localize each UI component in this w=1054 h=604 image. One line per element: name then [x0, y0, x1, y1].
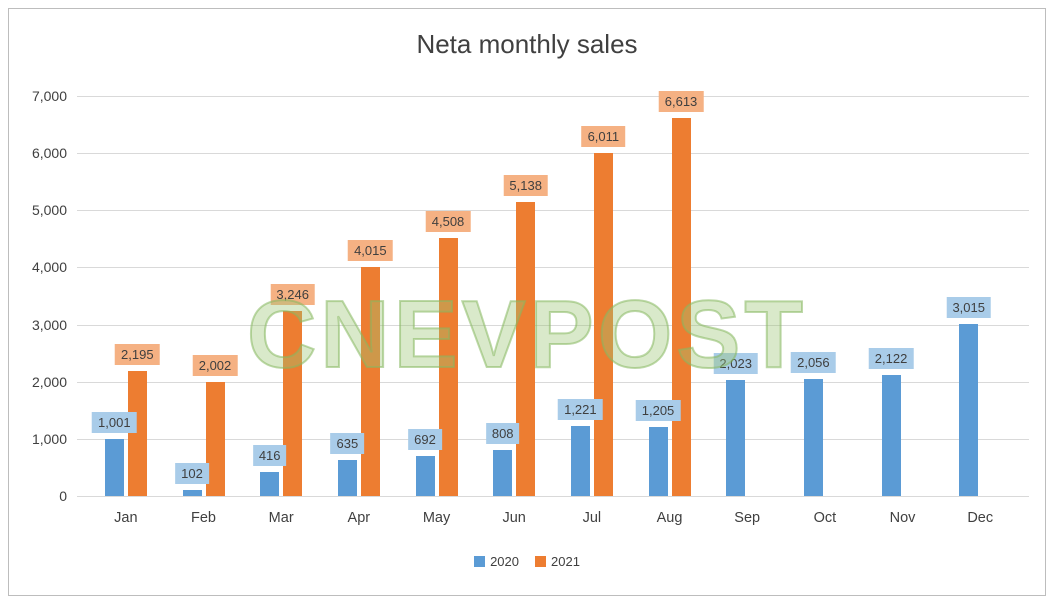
data-label-2020-feb: 102 — [175, 463, 209, 485]
data-label-2021-apr: 4,015 — [348, 239, 393, 261]
chart-title: Neta monthly sales — [416, 29, 638, 59]
gridline — [77, 96, 1029, 97]
y-axis-tick-label: 3,000 — [31, 316, 67, 333]
y-axis-tick-label: 5,000 — [31, 202, 67, 219]
x-axis-label-aug: Aug — [656, 510, 683, 526]
bar-2021-aug: 6,613 — [658, 91, 704, 496]
data-label-2020-dec: 3,015 — [946, 296, 991, 318]
x-axis-label-jan: Jan — [114, 510, 138, 526]
month-group-jun: 808 5,138 Jun — [475, 96, 553, 526]
legend-label-2020: 2020 — [490, 554, 519, 569]
y-axis-tick-label: 4,000 — [31, 259, 67, 276]
bar-2021-may: 4,508 — [425, 211, 471, 496]
y-axis-tick-label: 1,000 — [31, 430, 67, 447]
month-group-mar: 416 3,246 Mar — [242, 96, 320, 526]
gridline — [77, 210, 1029, 212]
x-axis-label-apr: Apr — [347, 510, 371, 526]
legend-item-2021: 2021 — [535, 554, 580, 569]
data-label-2020-aug: 1,205 — [635, 400, 681, 422]
data-label-2021-feb: 2,002 — [192, 354, 238, 376]
x-axis-label-oct: Oct — [813, 510, 837, 526]
plot-area: 1,001 2,195 Jan 102 2,002 Feb 416 3,246 Mar 635 4,… — [32, 88, 1029, 526]
x-axis-label-may: May — [422, 510, 451, 526]
data-label-2021-may: 4,508 — [425, 211, 471, 233]
bar-2021-jul: 6,011 — [581, 125, 626, 496]
data-label-2020-mar: 416 — [252, 445, 287, 467]
bar-2020-sep: 2,023 — [713, 353, 758, 496]
gridline — [77, 153, 1029, 155]
bar-2020-feb: 102 — [175, 463, 209, 496]
bar-2020-may: 692 — [408, 429, 442, 496]
month-group-oct: 2,056 Oct — [786, 96, 864, 526]
month-group-feb: 102 2,002 Feb — [165, 96, 243, 526]
x-axis-label-jun: Jun — [502, 510, 526, 526]
bar-2020-jul: 1,221 — [558, 399, 603, 496]
month-group-jan: 1,001 2,195 Jan — [87, 96, 165, 526]
bar-2021-apr: 4,015 — [348, 239, 393, 496]
x-axis-label-sep: Sep — [734, 510, 761, 526]
data-label-2021-jul: 6,011 — [581, 125, 626, 147]
gridline — [77, 381, 1029, 383]
chart-frame: Neta monthly sales 1,001 2,195 Jan 102 2,002… — [8, 8, 1046, 596]
month-group-sep: 2,023 Sep — [708, 96, 786, 526]
bar-2020-mar: 416 — [252, 445, 287, 496]
data-label-2021-jun: 5,138 — [503, 175, 548, 197]
month-group-aug: 1,205 6,613 Aug — [631, 91, 709, 526]
data-label-2021-jan: 2,195 — [115, 343, 160, 365]
bar-2021-mar: 3,246 — [270, 283, 315, 496]
x-axis-label-nov: Nov — [889, 510, 916, 526]
y-axis-tick-label: 7,000 — [31, 88, 67, 104]
gridline — [77, 324, 1029, 326]
x-axis-label-dec: Dec — [967, 510, 994, 526]
x-axis-label-feb: Feb — [191, 510, 216, 526]
bar-2020-jun: 808 — [485, 422, 520, 496]
data-label-2020-nov: 2,122 — [868, 347, 914, 369]
bar-2020-aug: 1,205 — [635, 400, 681, 496]
x-axis-label-jul: Jul — [582, 510, 602, 526]
legend-swatch-2020 — [474, 556, 486, 567]
bar-2020-oct: 2,056 — [791, 351, 836, 496]
month-group-nov: 2,122 Nov — [864, 96, 942, 526]
bar-2020-nov: 2,122 — [868, 347, 914, 496]
gridline — [77, 267, 1029, 269]
gridline — [77, 496, 1029, 497]
data-label-2020-oct: 2,056 — [791, 351, 836, 373]
legend-swatch-2021 — [535, 556, 546, 567]
month-group-jul: 1,221 6,011 Jul — [553, 96, 631, 526]
y-axis-tick-label: 2,000 — [31, 373, 67, 390]
bar-2020-dec: 3,015 — [946, 296, 991, 496]
y-axis-tick-label: 0 — [59, 488, 67, 504]
month-group-dec: 3,015 Dec — [941, 96, 1019, 526]
data-label-2020-apr: 635 — [330, 432, 365, 454]
x-axis-label-mar: Mar — [268, 510, 294, 526]
month-group-may: 692 4,508 May — [398, 96, 476, 526]
legend: 2020 2021 — [9, 554, 1045, 569]
data-label-2020-jun: 808 — [485, 422, 520, 444]
data-label-2020-jul: 1,221 — [558, 399, 603, 421]
data-label-2020-sep: 2,023 — [713, 353, 758, 375]
bar-2020-jan: 1,001 — [92, 411, 137, 496]
bar-2021-jan: 2,195 — [115, 343, 160, 496]
legend-label-2021: 2021 — [551, 554, 580, 569]
bar-2021-jun: 5,138 — [503, 175, 548, 496]
bar-2020-apr: 635 — [330, 432, 365, 496]
legend-item-2020: 2020 — [474, 554, 519, 569]
data-label-2020-jan: 1,001 — [92, 411, 137, 433]
data-label-2021-aug: 6,613 — [658, 91, 704, 113]
bar-2021-feb: 2,002 — [192, 354, 238, 496]
data-label-2021-mar: 3,246 — [270, 283, 315, 305]
month-group-apr: 635 4,015 Apr — [320, 96, 398, 526]
data-label-2020-may: 692 — [408, 429, 442, 451]
gridline — [77, 438, 1029, 440]
bars-container: 1,001 2,195 Jan 102 2,002 Feb 416 3,246 Mar 635 4,… — [87, 91, 1019, 526]
y-axis-tick-label: 6,000 — [31, 145, 67, 162]
